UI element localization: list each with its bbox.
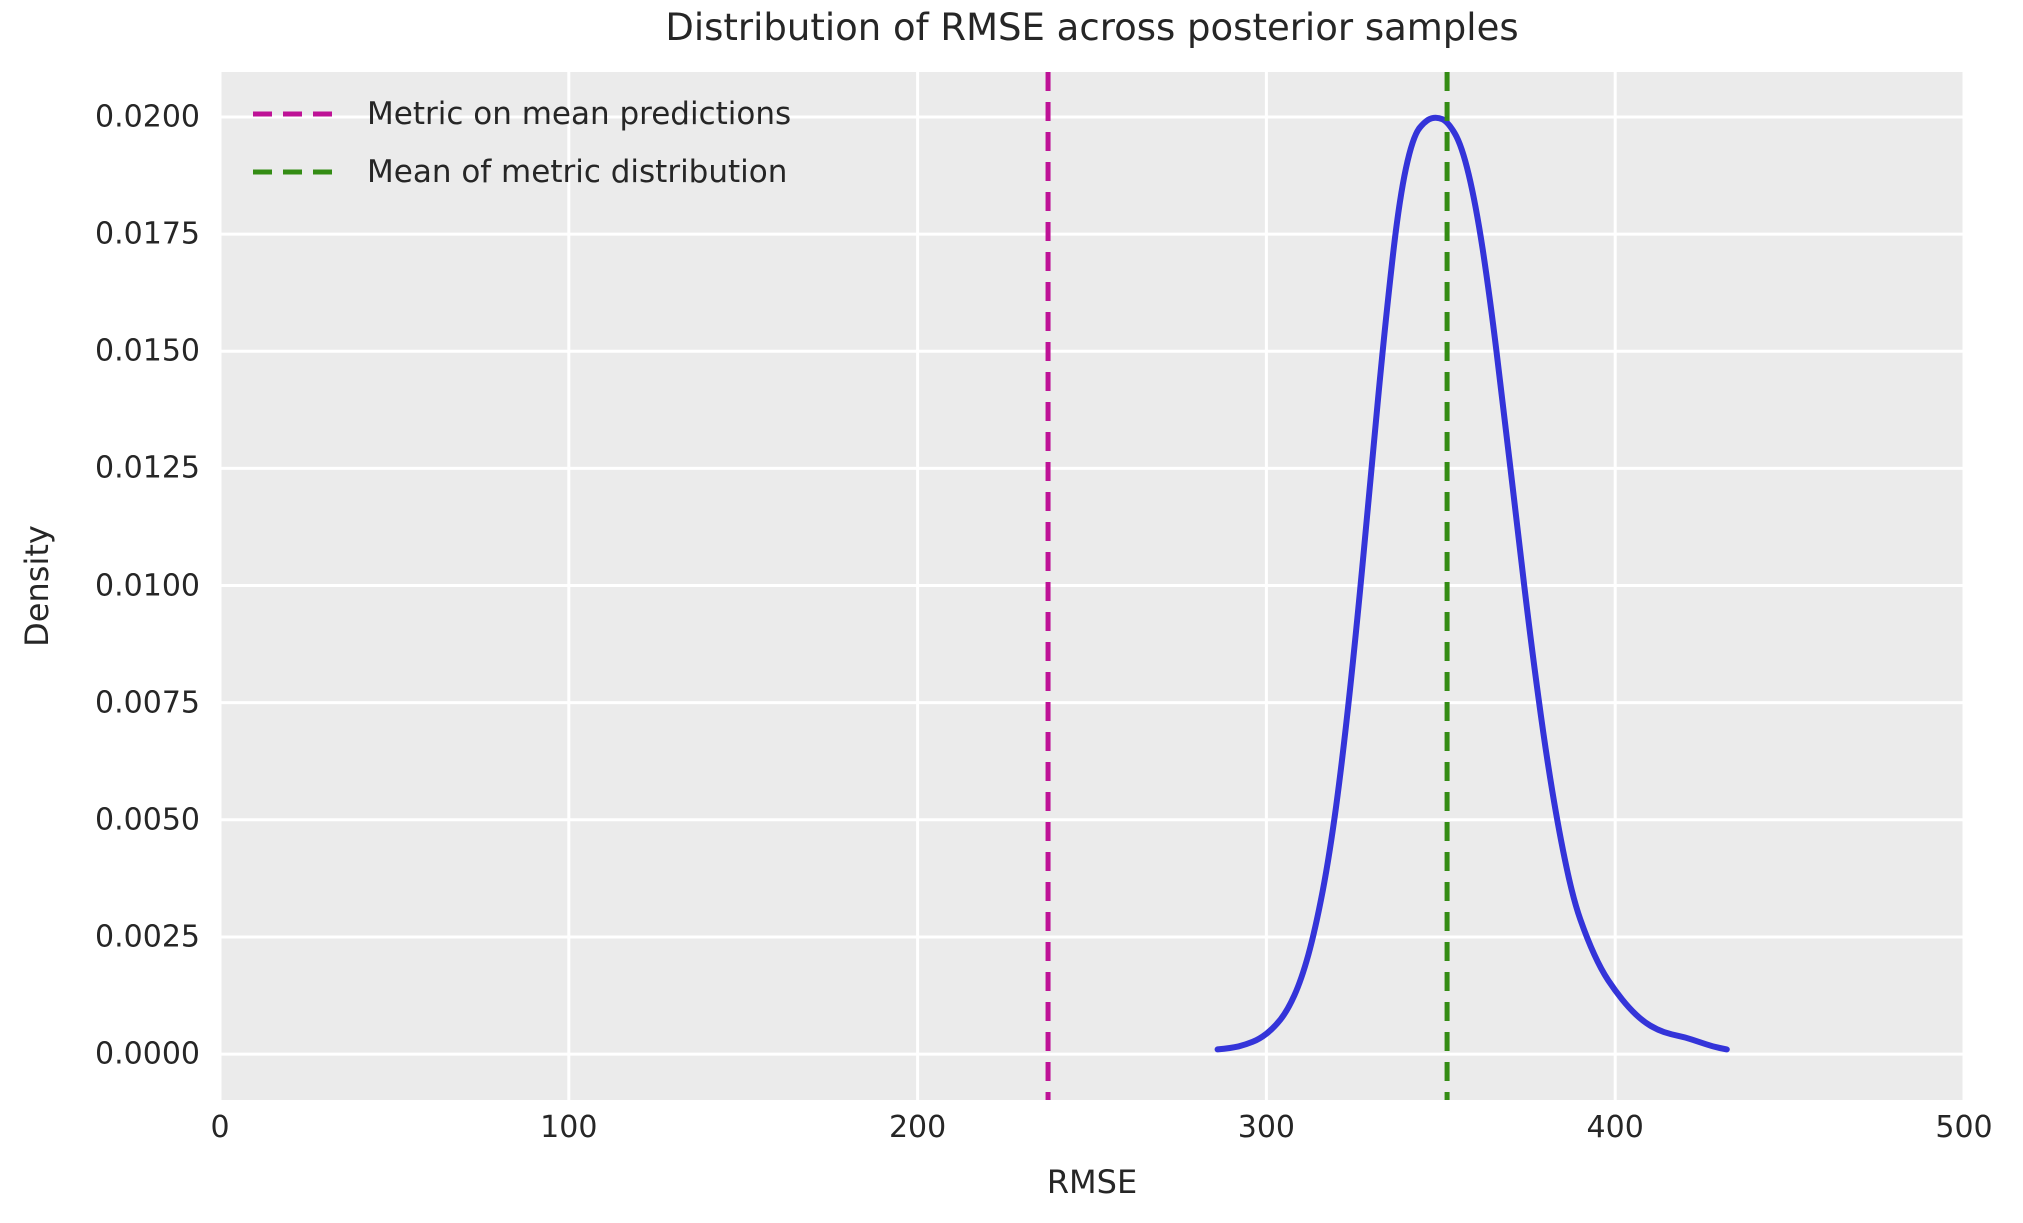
y-tick-label: 0.0000 — [95, 1036, 200, 1072]
y-tick-label: 0.0025 — [95, 919, 200, 955]
legend-dash-mean-icon — [253, 169, 334, 175]
x-axis-label: RMSE — [1046, 1163, 1138, 1201]
legend-label-mean: Mean of metric distribution — [367, 154, 788, 190]
legend-label-metric: Metric on mean predictions — [367, 96, 792, 132]
vlines-layer — [1045, 72, 1450, 1100]
y-tick-label: 0.0175 — [95, 216, 200, 252]
x-tick-label: 0 — [210, 1110, 230, 1145]
y-tick-label: 0.0100 — [95, 568, 200, 604]
y-tick-label: 0.0150 — [95, 333, 200, 369]
kde-curve — [1214, 114, 1730, 1053]
y-tick-label: 0.0050 — [95, 802, 200, 838]
y-axis-label: Density — [18, 525, 56, 647]
x-tick-label: 300 — [1237, 1110, 1296, 1145]
legend-item-metric: Metric on mean predictions — [253, 96, 791, 132]
legend-item-mean: Mean of metric distribution — [253, 154, 791, 190]
y-tick-label: 0.0075 — [95, 685, 200, 721]
series-layer — [1214, 114, 1730, 1053]
x-tick-label: 400 — [1586, 1110, 1644, 1145]
x-tick-label: 200 — [888, 1110, 947, 1145]
legend-dash-metric-icon — [253, 111, 334, 117]
chart-title: Distribution of RMSE across posterior sa… — [665, 6, 1519, 49]
legend: Metric on mean predictions Mean of metri… — [253, 96, 791, 190]
y-tick-label: 0.0200 — [95, 99, 200, 135]
x-tick-label: 500 — [1935, 1110, 1993, 1145]
x-tick-label: 100 — [540, 1110, 598, 1145]
gridlines — [218, 72, 1966, 1100]
y-tick-label: 0.0125 — [95, 450, 200, 486]
